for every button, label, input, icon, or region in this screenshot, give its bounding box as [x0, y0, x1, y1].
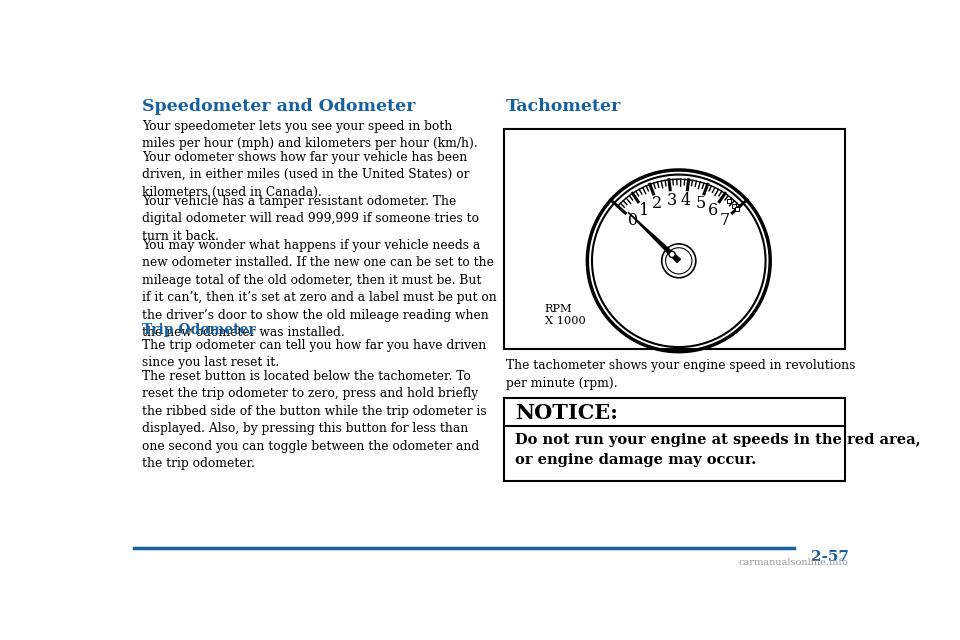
Text: Your odometer shows how far your vehicle has been
driven, in either miles (used : Your odometer shows how far your vehicle…: [142, 151, 469, 199]
Text: 3: 3: [666, 192, 677, 209]
Text: Speedometer and Odometer: Speedometer and Odometer: [142, 99, 415, 115]
Text: The tachometer shows your engine speed in revolutions
per minute (rpm).: The tachometer shows your engine speed i…: [506, 360, 855, 390]
Bar: [504, 129, 846, 349]
Circle shape: [669, 252, 675, 257]
Polygon shape: [628, 212, 681, 262]
Text: You may wonder what happens if your vehicle needs a
new odometer installed. If t: You may wonder what happens if your vehi…: [142, 239, 496, 339]
Text: RPM
X 1000: RPM X 1000: [544, 304, 586, 326]
Text: The reset button is located below the tachometer. To
reset the trip odometer to : The reset button is located below the ta…: [142, 369, 487, 470]
Text: Your speedometer lets you see your speed in both
miles per hour (mph) and kilome: Your speedometer lets you see your speed…: [142, 120, 477, 150]
Text: NOTICE:: NOTICE:: [516, 403, 618, 423]
Bar: [504, 398, 846, 481]
Text: 0: 0: [628, 212, 638, 228]
Text: The trip odometer can tell you how far you have driven
since you last reset it.: The trip odometer can tell you how far y…: [142, 339, 486, 369]
Text: Your vehicle has a tamper resistant odometer. The
digital odometer will read 999: Your vehicle has a tamper resistant odom…: [142, 195, 479, 243]
Text: 2-57: 2-57: [810, 550, 849, 564]
Text: Do not run your engine at speeds in the red area,
or engine damage may occur.: Do not run your engine at speeds in the …: [516, 433, 921, 467]
Circle shape: [665, 248, 692, 274]
Text: 1: 1: [639, 202, 649, 219]
Text: Tachometer: Tachometer: [506, 99, 621, 115]
Text: 2: 2: [652, 195, 662, 212]
Bar: [727, 199, 732, 203]
Circle shape: [661, 244, 696, 278]
Text: 6: 6: [708, 202, 718, 219]
Text: carmanualsonline.info: carmanualsonline.info: [738, 558, 849, 567]
Bar: [732, 204, 736, 208]
Text: 7: 7: [719, 212, 730, 228]
Text: 4: 4: [681, 192, 691, 209]
Text: 5: 5: [695, 195, 706, 212]
Bar: [734, 207, 739, 211]
Text: Trip Odometer: Trip Odometer: [142, 323, 255, 337]
